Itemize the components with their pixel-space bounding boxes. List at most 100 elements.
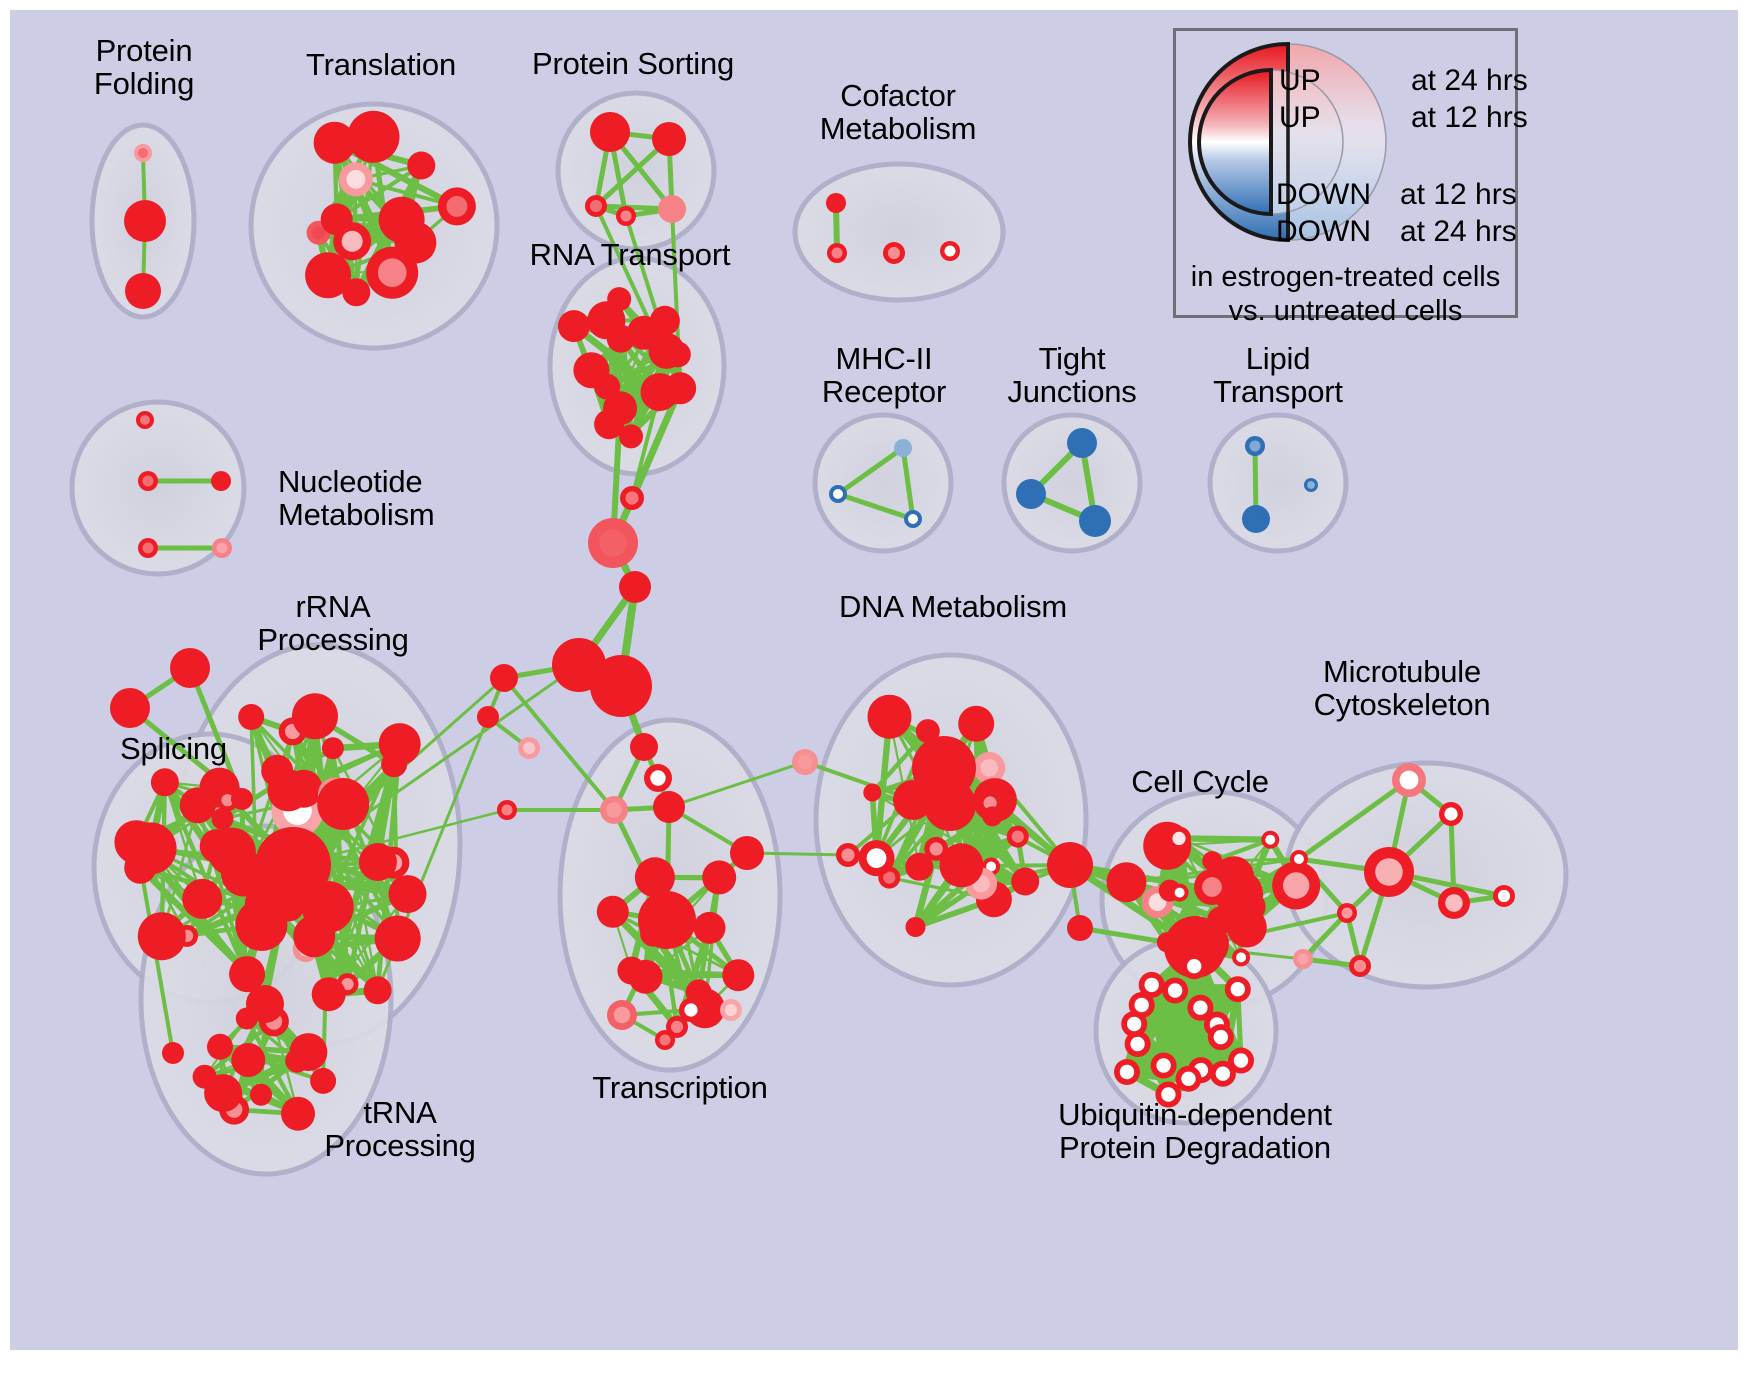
- legend-footer-line1: in estrogen-treated cells: [1190, 261, 1501, 293]
- network-node: [1006, 825, 1029, 848]
- network-node: [1170, 883, 1189, 902]
- network-node: [704, 864, 733, 893]
- network-node: [640, 373, 679, 412]
- cluster-blob-nucleotide-metabolism: [69, 399, 247, 577]
- network-node: [1438, 887, 1470, 919]
- network-node: [858, 840, 895, 877]
- network-node: [1124, 1031, 1151, 1057]
- network-node: [124, 200, 166, 242]
- network-node: [311, 977, 346, 1012]
- edge: [502, 676, 616, 812]
- network-node: [358, 843, 397, 881]
- network-node: [170, 648, 210, 688]
- cluster-label-rrna-processing: rRNA Processing: [257, 589, 409, 658]
- cluster-label-trna-processing: tRNA Processing: [324, 1095, 476, 1164]
- network-node: [338, 162, 373, 197]
- network-node: [342, 278, 371, 307]
- network-node: [518, 737, 540, 759]
- network-node: [587, 301, 626, 340]
- network-canvas: Protein Folding Translation Protein Sortin…: [10, 10, 1738, 1350]
- network-node: [973, 751, 1006, 784]
- network-node: [246, 985, 284, 1023]
- edge: [667, 760, 807, 809]
- network-node: [162, 1042, 184, 1064]
- cluster-label-protein-sorting: Protein Sorting: [531, 46, 735, 81]
- network-node: [1194, 869, 1230, 905]
- network-node: [836, 843, 860, 867]
- network-node: [1155, 1081, 1182, 1108]
- edge: [900, 445, 916, 522]
- edge: [1210, 837, 1273, 864]
- network-node: [136, 411, 154, 429]
- network-node: [600, 796, 628, 824]
- network-node: [904, 510, 922, 528]
- legend-box: UP at 24 hrs UP at 12 hrs DOWN at 12 hrs…: [1173, 28, 1528, 327]
- network-node: [607, 287, 632, 312]
- network-node: [238, 704, 265, 730]
- network-node: [924, 836, 949, 861]
- network-node: [915, 719, 940, 744]
- network-node: [1293, 949, 1313, 969]
- network-node: [1349, 955, 1371, 977]
- network-node: [655, 1030, 675, 1050]
- network-node: [1106, 862, 1147, 903]
- network-node: [573, 352, 610, 389]
- cluster-label-nucleotide-metabolism: Nucleotide Metabolism: [278, 464, 435, 533]
- cluster-label-dna-metabolism: DNA Metabolism: [838, 589, 1068, 624]
- legend-state-2: DOWN: [1276, 178, 1371, 211]
- network-node: [1261, 830, 1280, 849]
- edge: [195, 803, 247, 973]
- network-node: [366, 246, 419, 299]
- network-node: [1290, 850, 1308, 868]
- network-node: [407, 151, 436, 180]
- network-graph: [69, 90, 1569, 1177]
- network-node: [940, 241, 960, 261]
- network-node: [310, 1067, 337, 1094]
- network-node: [1207, 1024, 1234, 1051]
- network-node: [829, 485, 847, 503]
- network-node: [125, 273, 161, 309]
- network-node: [255, 827, 331, 903]
- network-node: [238, 903, 277, 942]
- network-node: [1162, 977, 1189, 1004]
- network-node: [490, 664, 518, 692]
- network-node: [826, 193, 846, 213]
- network-node: [1167, 826, 1191, 851]
- network-node: [363, 976, 392, 1005]
- network-node: [1242, 505, 1270, 533]
- network-node: [497, 800, 517, 820]
- edge: [835, 491, 916, 522]
- network-node: [588, 518, 638, 568]
- network-node: [317, 778, 370, 830]
- network-node: [1047, 842, 1093, 888]
- network-node: [722, 959, 755, 992]
- network-node: [653, 791, 685, 823]
- network-node: [924, 779, 976, 831]
- network-node: [1364, 847, 1414, 897]
- network-node: [437, 187, 476, 226]
- network-node: [666, 1015, 688, 1038]
- network-node: [321, 737, 344, 760]
- network-node: [939, 843, 984, 888]
- cluster-label-splicing: Splicing: [120, 731, 227, 766]
- network-node: [231, 956, 259, 985]
- network-node: [138, 471, 158, 491]
- network-node: [630, 733, 658, 761]
- legend-state-1: UP: [1279, 101, 1321, 134]
- network-node: [616, 206, 636, 226]
- network-node: [894, 439, 912, 457]
- network-node: [693, 911, 726, 944]
- cluster-label-cofactor-metabolism: Cofactor Metabolism: [819, 78, 977, 147]
- network-node: [827, 243, 847, 263]
- network-node: [1493, 885, 1515, 907]
- network-node: [792, 749, 818, 775]
- edge: [1300, 910, 1350, 962]
- network-node: [634, 857, 675, 898]
- network-node: [905, 852, 934, 881]
- edge: [163, 781, 204, 901]
- legend-time-2: at 12 hrs: [1400, 178, 1517, 211]
- network-node: [1079, 505, 1111, 537]
- edge: [1296, 777, 1412, 862]
- network-node: [619, 424, 643, 449]
